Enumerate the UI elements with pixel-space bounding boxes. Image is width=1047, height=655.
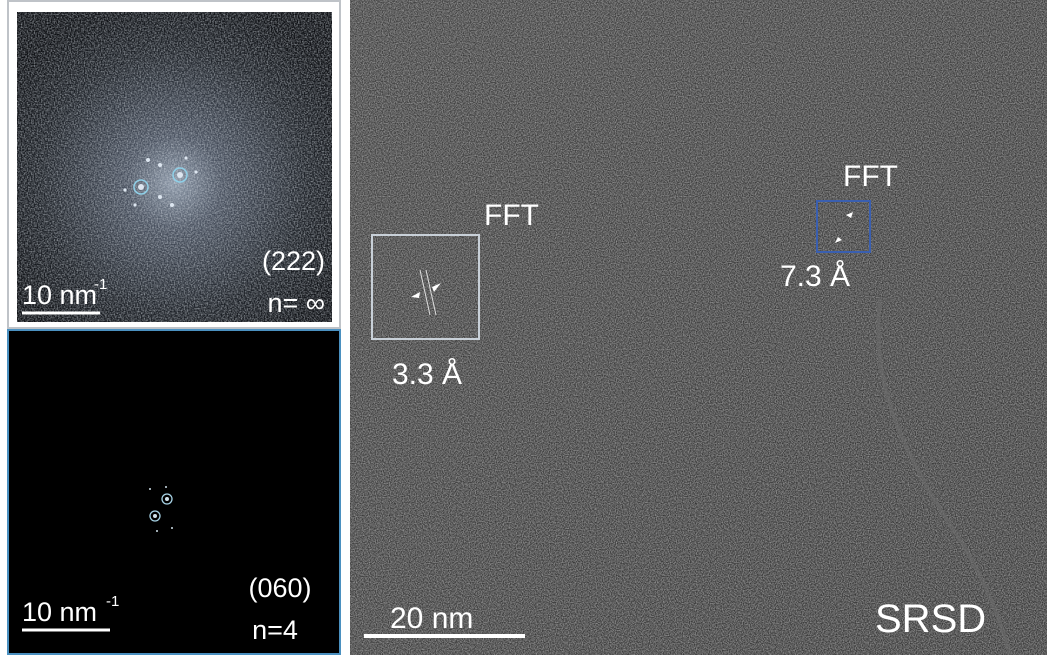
n-label: n= ∞ [267, 288, 325, 318]
spacing-label: 3.3 Å [392, 358, 462, 391]
spacing-label: 7.3 Å [780, 260, 850, 293]
plane-label: (060) [248, 573, 311, 603]
scale-label: 10 nm [22, 597, 97, 627]
scale-sup: -1 [106, 593, 119, 610]
scale-sup: -1 [94, 276, 107, 293]
scale-label: 10 nm [22, 280, 97, 310]
sample-label: SRSD [875, 597, 986, 641]
page: 10 nm -1 (222) n= ∞ 10 nm -1 (060) n=4 F… [0, 0, 1047, 655]
figure: 10 nm -1 (222) n= ∞ 10 nm -1 (060) n=4 F… [0, 0, 1047, 655]
inset-label: FFT [843, 160, 898, 193]
tem-noise [350, 0, 1047, 655]
tem-image: FFT 3.3 Å FFT 7.3 Å 20 nm SRSD [350, 0, 1047, 655]
n-label: n=4 [252, 615, 298, 645]
inset-label: FFT [484, 199, 539, 232]
scale-label: 20 nm [390, 602, 473, 635]
plane-label: (222) [262, 246, 325, 276]
fft-top: 10 nm -1 (222) n= ∞ [17, 12, 332, 322]
